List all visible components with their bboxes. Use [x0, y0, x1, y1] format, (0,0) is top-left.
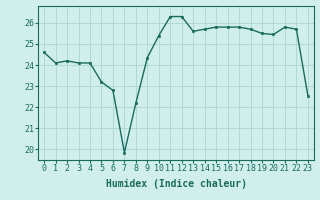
X-axis label: Humidex (Indice chaleur): Humidex (Indice chaleur): [106, 179, 246, 189]
